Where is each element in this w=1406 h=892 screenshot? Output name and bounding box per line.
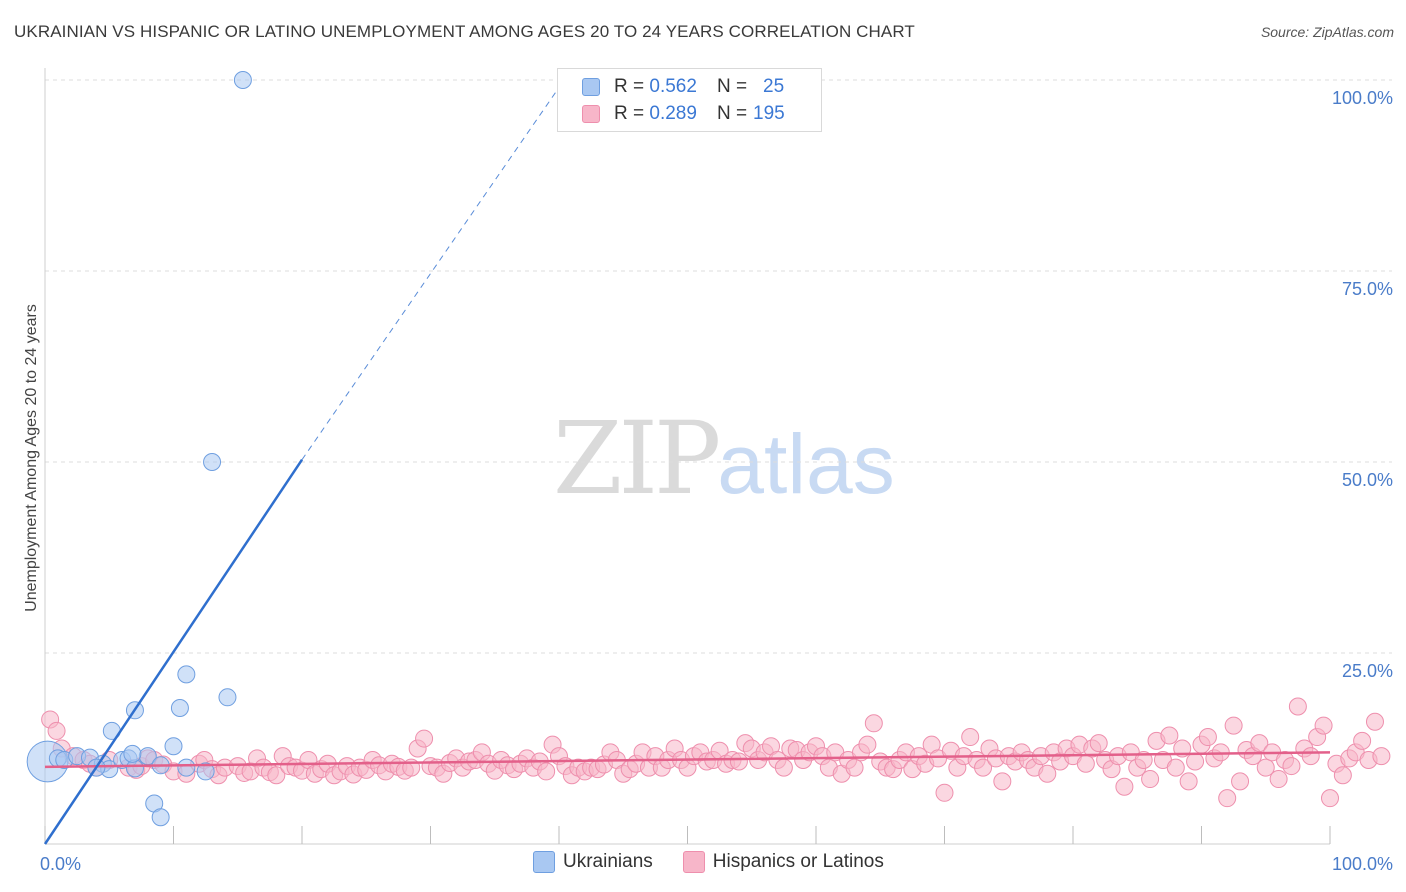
ukrainian-point bbox=[164, 737, 183, 756]
series-label-ukrainians: Ukrainians bbox=[563, 851, 653, 872]
hispanic-point bbox=[1250, 734, 1269, 753]
ukrainian-trend-line bbox=[43, 459, 304, 845]
legend-r-value: 0.562 bbox=[649, 76, 697, 97]
ukrainian-point bbox=[151, 808, 170, 827]
grid-lines bbox=[45, 79, 1392, 654]
hispanic-point bbox=[993, 772, 1012, 791]
legend-row-hispanics: R = 0.289 N = 195 bbox=[582, 101, 785, 127]
hispanic-point bbox=[1038, 764, 1057, 783]
hispanic-point bbox=[1256, 758, 1275, 777]
watermark: ZIPatlas bbox=[553, 400, 895, 517]
hispanic-trend-line bbox=[44, 751, 1331, 769]
trend-lines bbox=[43, 79, 1331, 845]
hispanic-points bbox=[41, 697, 1391, 808]
source-credit: Source: ZipAtlas.com bbox=[1260, 24, 1394, 40]
correlation-legend: R = 0.562 N = 25 R = 0.289 N = 195 bbox=[557, 68, 822, 132]
hispanic-point bbox=[1282, 757, 1301, 776]
legend-row-ukrainians: R = 0.562 N = 25 bbox=[582, 74, 784, 100]
hispanic-point bbox=[935, 783, 954, 802]
hispanic-point bbox=[1179, 772, 1198, 791]
hispanic-point bbox=[858, 735, 877, 754]
hispanic-point bbox=[1333, 766, 1352, 785]
series-legend: Ukrainians Hispanics or Latinos bbox=[533, 851, 914, 873]
legend-r-label: R = bbox=[614, 76, 645, 97]
tick-labels: 25.0% 50.0% 75.0% 100.0% 0.0% 100.0% bbox=[40, 88, 1393, 874]
hispanic-point bbox=[1115, 777, 1134, 796]
ukrainian-points bbox=[26, 71, 252, 827]
chart-title: UKRAINIAN VS HISPANIC OR LATINO UNEMPLOY… bbox=[14, 22, 915, 41]
hispanic-point bbox=[537, 762, 556, 781]
hispanic-point bbox=[961, 728, 980, 747]
hispanic-point bbox=[415, 729, 434, 748]
series-swatch-ukrainians bbox=[533, 851, 555, 873]
hispanic-point bbox=[1301, 747, 1320, 766]
x-tick-label: 0.0% bbox=[40, 854, 81, 874]
hispanic-point bbox=[845, 758, 864, 777]
hispanic-point bbox=[1198, 728, 1217, 747]
legend-n-value: 195 bbox=[753, 103, 785, 124]
hispanic-point bbox=[1353, 731, 1372, 750]
hispanic-point bbox=[1224, 716, 1243, 735]
legend-r-label: R = bbox=[614, 103, 645, 124]
ukrainian-point bbox=[203, 453, 222, 471]
hispanic-point bbox=[1288, 697, 1307, 716]
legend-swatch-ukrainians bbox=[582, 78, 600, 96]
ukrainian-trend-extension bbox=[301, 79, 565, 460]
ukrainian-point bbox=[218, 688, 237, 707]
legend-r-value: 0.289 bbox=[649, 103, 697, 124]
y-tick-label: 100.0% bbox=[1332, 88, 1393, 108]
y-tick-label: 25.0% bbox=[1342, 661, 1393, 681]
hispanic-point bbox=[1321, 789, 1339, 808]
hispanic-point bbox=[1269, 770, 1288, 789]
axes bbox=[44, 68, 1331, 845]
x-tick-label: 100.0% bbox=[1332, 854, 1393, 874]
ukrainian-point bbox=[233, 71, 252, 89]
hispanic-point bbox=[1314, 716, 1333, 735]
y-tick-label: 50.0% bbox=[1342, 470, 1393, 490]
legend-n-label: N = bbox=[716, 76, 748, 97]
watermark-zip: ZIP bbox=[553, 400, 721, 517]
y-tick-label: 75.0% bbox=[1342, 279, 1393, 299]
ukrainian-point bbox=[170, 699, 189, 718]
hispanic-point bbox=[1076, 754, 1095, 773]
hispanic-point bbox=[267, 766, 286, 785]
series-label-hispanics: Hispanics or Latinos bbox=[712, 851, 884, 872]
hispanic-point bbox=[1218, 789, 1237, 808]
hispanic-point bbox=[1166, 758, 1185, 777]
hispanic-point bbox=[774, 758, 793, 777]
legend-n-label: N = bbox=[716, 103, 748, 124]
hispanic-point bbox=[974, 758, 993, 777]
hispanic-point bbox=[47, 721, 66, 740]
ukrainian-point bbox=[177, 758, 196, 777]
series-legend-hispanics: Hispanics or Latinos bbox=[682, 851, 884, 873]
y-axis-label: Unemployment Among Ages 20 to 24 years bbox=[23, 304, 40, 612]
series-swatch-hispanics bbox=[682, 851, 705, 873]
ukrainian-point bbox=[196, 762, 215, 781]
hispanic-point bbox=[1160, 726, 1179, 745]
legend-swatch-hispanics bbox=[582, 105, 600, 123]
hispanic-point bbox=[1186, 752, 1205, 771]
hispanic-point bbox=[1141, 770, 1160, 789]
ukrainian-point bbox=[177, 665, 196, 684]
legend-n-value: 25 bbox=[763, 76, 785, 97]
hispanic-point bbox=[1089, 734, 1108, 753]
hispanic-point bbox=[1372, 747, 1391, 766]
hispanic-point bbox=[1231, 772, 1250, 791]
hispanic-point bbox=[1365, 712, 1384, 731]
series-legend-ukrainians: Ukrainians bbox=[533, 851, 653, 873]
hispanic-point bbox=[864, 714, 883, 733]
watermark-atlas: atlas bbox=[717, 417, 895, 511]
ukrainian-point bbox=[123, 744, 142, 763]
hispanic-point bbox=[729, 752, 748, 771]
